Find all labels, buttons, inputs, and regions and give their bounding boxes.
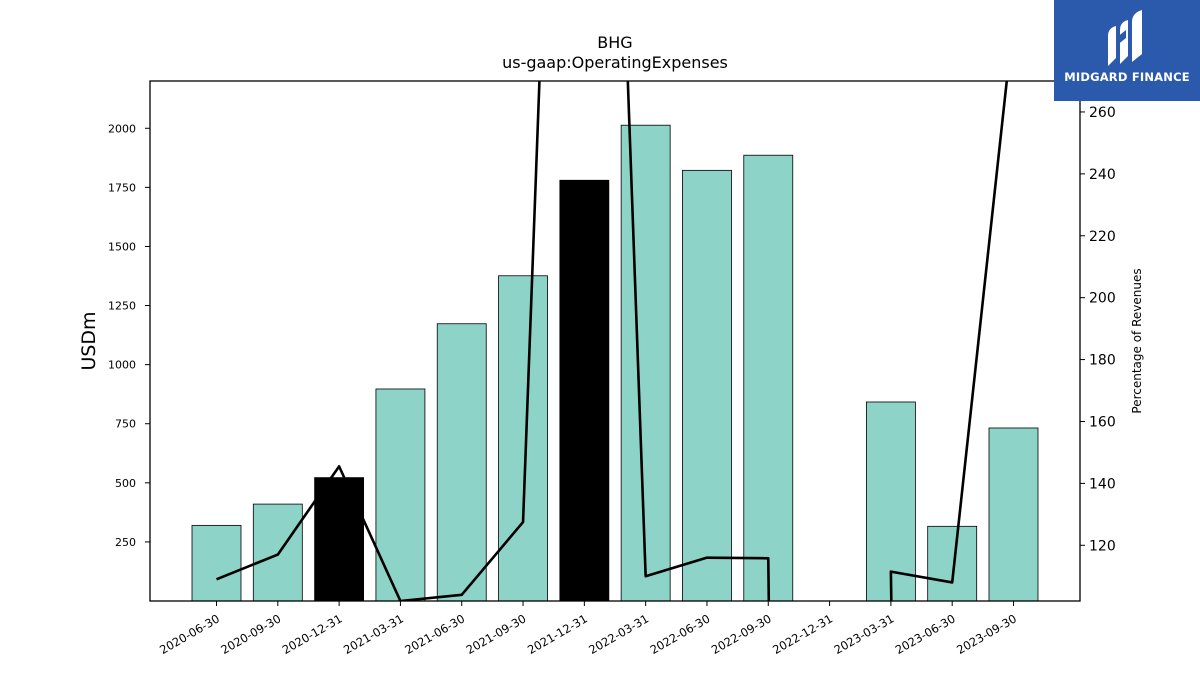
x-tick-label: 2023-09-30 — [954, 611, 1019, 657]
revenue-percentage-line-2 — [889, 81, 1009, 601]
x-tick-label: 2022-06-30 — [648, 611, 713, 657]
plot-frame — [149, 80, 1081, 602]
revenue-percentage-line-1 — [216, 81, 771, 601]
bar-2021-03-31 — [375, 388, 426, 602]
chart-title: BHG — [597, 33, 632, 52]
bar-2023-06-30 — [927, 525, 978, 602]
y2-tick-label: 180 — [1089, 353, 1116, 369]
y2-axis-label: Percentage of Revenues — [1130, 268, 1144, 413]
logo-text: MIDGARD FINANCE — [1064, 70, 1190, 84]
midgard-logo-icon — [1108, 10, 1142, 66]
y-tick-label: 250 — [115, 536, 136, 549]
bar-2021-06-30 — [436, 323, 487, 602]
y-tick-label: 1250 — [108, 300, 136, 313]
x-tick-label: 2020-09-30 — [218, 611, 283, 657]
bar-2021-12-31 — [559, 179, 610, 602]
y-tick-label: 750 — [115, 418, 136, 431]
x-tick-label: 2021-03-31 — [341, 611, 406, 657]
x-tick-label: 2020-12-31 — [280, 611, 345, 657]
bar-2023-09-30 — [988, 427, 1039, 602]
y-tick-label: 1500 — [108, 240, 136, 253]
y2-tick-label: 140 — [1089, 476, 1116, 492]
bar-2023-03-31 — [865, 401, 916, 602]
x-tick-label: 2022-09-30 — [709, 611, 774, 657]
x-tick-label: 2021-06-30 — [402, 611, 467, 657]
y2-tick-label: 160 — [1089, 414, 1116, 430]
x-tick-label: 2022-03-31 — [586, 611, 651, 657]
x-tick-label: 2021-12-31 — [525, 611, 590, 657]
bar-2020-06-30 — [191, 524, 242, 602]
y-tick-label: 1000 — [108, 359, 136, 372]
bar-2022-03-31 — [620, 124, 671, 602]
y-tick-label: 2000 — [108, 122, 136, 135]
y-tick-label: 1750 — [108, 181, 136, 194]
x-tick-label: 2023-06-30 — [893, 611, 958, 657]
chart-subtitle: us-gaap:OperatingExpenses — [502, 53, 728, 72]
y2-tick-label: 260 — [1089, 105, 1116, 121]
bar-2022-06-30 — [682, 169, 732, 602]
y-tick-label: 500 — [115, 477, 136, 490]
x-tick-label: 2021-09-30 — [464, 611, 529, 657]
bar-2020-12-31 — [314, 477, 365, 602]
y2-tick-label: 200 — [1089, 291, 1116, 307]
y2-tick-label: 120 — [1089, 538, 1116, 554]
y2-tick-label: 220 — [1089, 229, 1116, 245]
y2-tick-label: 240 — [1089, 167, 1116, 183]
x-tick-label: 2020-06-30 — [157, 611, 222, 657]
bar-2022-09-30 — [743, 154, 794, 602]
y-axis-label: USDm — [78, 311, 100, 370]
x-tick-label: 2022-12-31 — [770, 611, 835, 657]
brand-logo: MIDGARD FINANCE — [1054, 0, 1200, 101]
bar-2021-09-30 — [498, 275, 548, 602]
x-tick-label: 2023-03-31 — [831, 611, 896, 657]
